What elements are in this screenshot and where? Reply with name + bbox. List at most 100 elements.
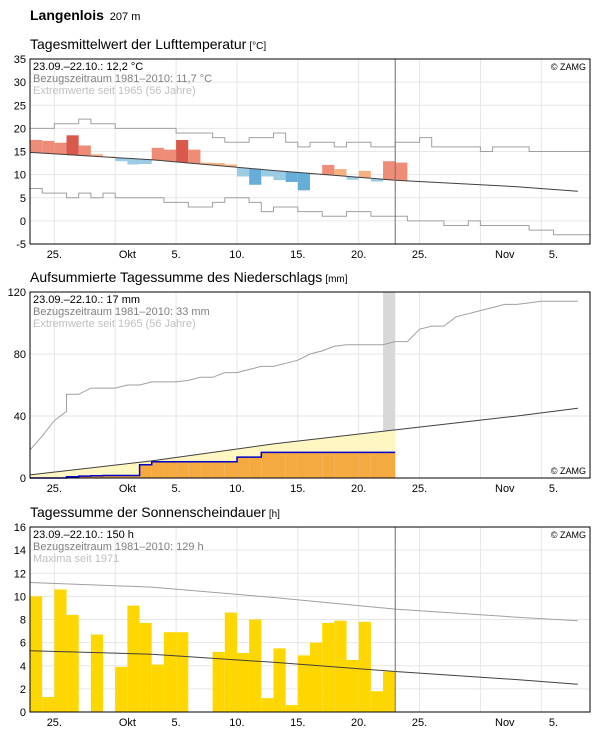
temp-day-bar [383,161,396,180]
sun-xtick-label: 5. [549,717,558,729]
precip-plot-border [29,291,591,479]
precip-ytick-label: 40 [14,411,26,423]
precip-xtick-label: 5. [549,483,558,495]
sun-day-bar [261,698,274,712]
temp-copyright: © ZAMG [551,62,586,72]
precip-cumulative-area [261,452,274,478]
sun-day-bar [224,612,237,712]
temp-unit: [°C] [249,41,267,52]
sun-xtick-label: 15. [290,717,305,729]
sun-day-bar [358,621,371,712]
station-altitude: 207 m [109,11,141,23]
sun-day-bar [127,605,140,712]
sun-ytick-label: 0 [20,707,26,719]
precip-extreme-max-line [29,300,578,451]
temp-day-bar [200,162,213,165]
temp-xtick-label: 15. [290,249,305,261]
temp-day-bar [346,176,359,180]
temp-day-bar [90,154,104,157]
sun-title-text: Tagessumme der Sonnenscheindauer [30,504,266,520]
precip-cumulative-area [224,461,237,478]
temp-day-bar [236,167,250,177]
precip-cumulative-area [163,461,177,478]
precip-cumulative-area [176,461,189,478]
sun-ytick-label: 8 [20,615,26,627]
precip-deficit-area [127,463,140,476]
precip-cumulative-area [358,452,371,478]
sun-day-bar [30,596,43,712]
sun-day-bar [370,691,384,712]
station-header: Langenlois 207 m [30,7,140,23]
precip-unit: [mm] [325,274,348,285]
sun-maxima-line [29,582,578,622]
sun-xtick-label: Okt [119,717,136,729]
precip-ytick-label: 0 [20,473,26,485]
temp-ytick-label: 35 [14,54,26,66]
sun-day-bar [151,664,164,712]
temp-annotation: Bezugszeitraum 1981–2010: 11,7 °C [33,73,212,85]
precip-ytick-label: 80 [14,349,26,361]
precip-deficit-area [310,439,323,453]
temp-xtick-label: 25. [47,249,62,261]
temp-day-bar [54,142,67,155]
precip-deficit-area [334,436,347,453]
precip-copyright: © ZAMG [551,466,586,476]
temp-day-bar [151,147,164,161]
sun-day-bar [236,653,250,712]
temp-chart: -5 0 5 10 15 20 25 30 35 23.09.–22.10.: 12,2 °CBe… [14,54,591,261]
temp-day-bar [358,170,371,178]
sun-day-bar [297,655,310,712]
sun-day-bar [334,620,347,712]
sun-plot-border [29,526,591,713]
sun-chart: 0 2 4 6 8 10 12 14 16 23.09.–22.10.: 150 hBezugsz… [14,522,591,729]
precip-cumulative-area [139,464,152,478]
temp-day-bar [395,162,408,181]
precip-deficit-area [188,454,201,462]
temp-day-bar [127,158,140,165]
precip-cumulative-area [322,452,335,478]
temp-day-bar [224,164,237,167]
temp-ytick-label: 25 [14,100,26,112]
precip-deficit-area [54,471,67,478]
sun-day-bar [66,614,79,712]
precip-cumulative-area [383,452,396,478]
precip-deficit-area [346,434,359,453]
precip-cumulative-area [103,475,116,478]
sun-xtick-label: Nov [495,717,515,729]
sun-copyright: © ZAMG [551,530,586,540]
precip-cumulative-area [236,457,250,478]
sun-xtick-label: 20. [351,717,366,729]
temp-day-bar [176,139,189,163]
precip-deficit-area [370,432,384,453]
sun-day-bar [163,632,177,712]
sun-day-bar [54,589,67,712]
sun-day-bar [115,666,128,712]
sun-ytick-label: 16 [14,522,26,534]
precip-cumulative-area [115,475,128,478]
temp-ytick-label: 5 [20,193,26,205]
precip-deficit-area [78,468,91,477]
temp-day-bar [249,168,262,185]
temp-plot-border [29,58,591,245]
temp-title-text: Tagesmittelwert der Lufttemperatur [30,36,247,52]
temp-ytick-label: -5 [16,239,26,251]
precip-cumulative-area [297,452,310,478]
temp-annotation: Extremwerte seit 1965 (56 Jahre) [33,85,196,97]
sun-annotation: 23.09.–22.10.: 150 h [33,529,134,541]
temp-day-bar [30,139,43,153]
precip-cumulative-area [212,461,225,478]
temp-day-bar [188,149,201,164]
temp-chart-title: Tagesmittelwert der Lufttemperatur [°C] [30,36,266,52]
temp-ytick-label: 10 [14,170,26,182]
temp-extreme-min-line [30,188,590,236]
precip-deficit-area [115,464,128,476]
precip-deficit-area [297,440,310,453]
precip-deficit-area [163,458,177,462]
sun-day-bar [346,659,359,712]
precip-deficit-area [200,453,213,462]
precip-deficit-area [30,474,43,478]
temp-day-bar [66,135,79,156]
temp-ytick-label: 15 [14,147,26,159]
precip-chart-title: Aufsummierte Tagessumme des Niederschlag… [30,269,348,285]
sun-ytick-label: 4 [20,661,26,673]
